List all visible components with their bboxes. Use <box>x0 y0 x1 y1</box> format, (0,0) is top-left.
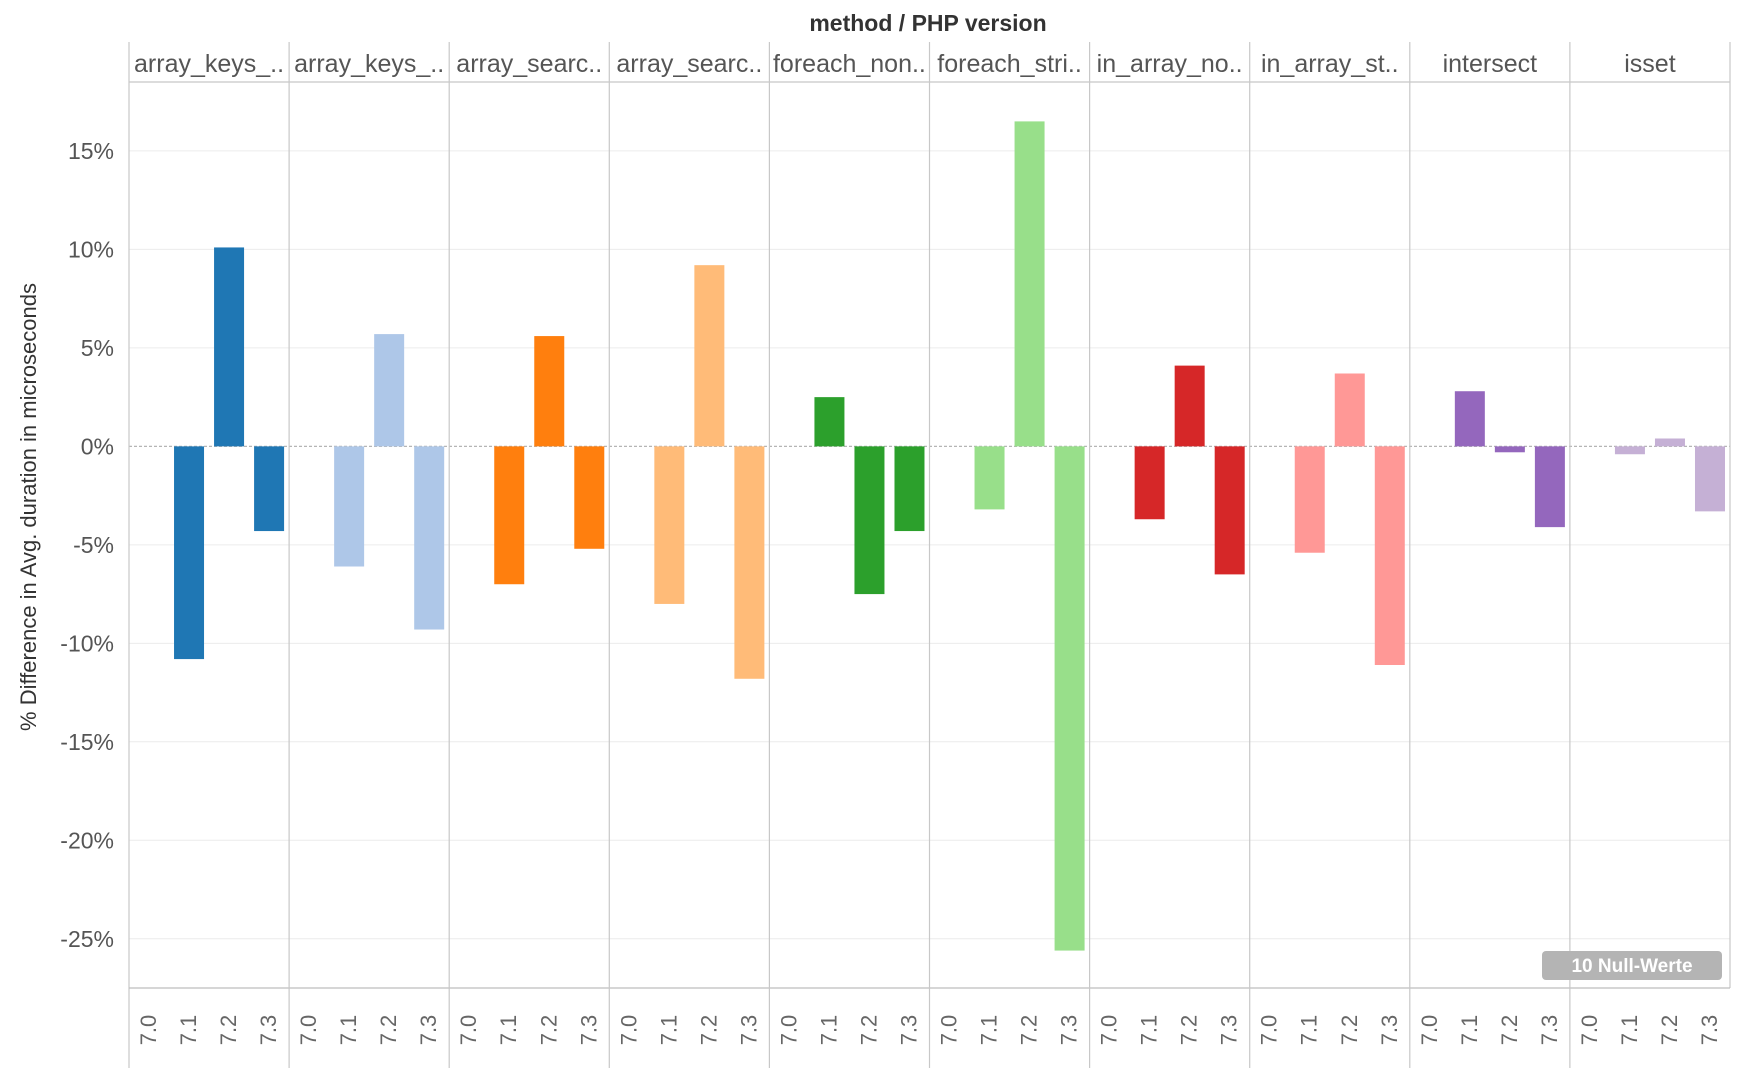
x-tick-label: 7.1 <box>1617 1015 1642 1046</box>
null-values-badge[interactable]: 10 Null-Werte <box>1542 951 1722 980</box>
y-axis-label: % Difference in Avg. duration in microse… <box>16 283 41 731</box>
x-tick-label: 7.1 <box>1457 1015 1482 1046</box>
bar <box>854 446 885 595</box>
x-tick-label: 7.2 <box>1017 1015 1042 1046</box>
x-tick-label: 7.2 <box>1657 1015 1682 1046</box>
x-tick-label: 7.2 <box>856 1015 881 1046</box>
bar <box>1454 391 1485 447</box>
y-tick-label: 5% <box>81 335 114 361</box>
x-tick-label: 7.2 <box>376 1015 401 1046</box>
x-tick-label: 7.3 <box>1537 1015 1562 1046</box>
x-tick-label: 7.1 <box>496 1015 521 1046</box>
bar <box>1534 446 1565 528</box>
y-tick-label: 10% <box>68 236 114 262</box>
bar <box>1294 446 1325 553</box>
bar <box>1214 446 1245 575</box>
x-tick-label: 7.1 <box>977 1015 1002 1046</box>
y-tick-label: 0% <box>81 433 114 459</box>
x-tick-label: 7.2 <box>536 1015 561 1046</box>
y-tick-label: 15% <box>68 138 114 164</box>
x-tick-label: 7.3 <box>896 1015 921 1046</box>
bar <box>1134 446 1165 520</box>
null-values-badge-label: 10 Null-Werte <box>1571 956 1692 977</box>
x-tick-label: 7.0 <box>1257 1015 1282 1046</box>
facet-label: intersect <box>1443 50 1538 78</box>
y-tick-label: -25% <box>60 926 114 952</box>
x-tick-label: 7.1 <box>656 1015 681 1046</box>
x-tick-label: 7.3 <box>1697 1015 1722 1046</box>
bar <box>734 446 765 679</box>
bar <box>654 446 685 604</box>
facet-label: array_searc.. <box>456 50 602 78</box>
x-tick-label: 7.1 <box>1137 1015 1162 1046</box>
x-tick-label: 7.0 <box>456 1015 481 1046</box>
bar <box>974 446 1005 510</box>
x-tick-label: 7.3 <box>576 1015 601 1046</box>
bar <box>1174 365 1205 447</box>
chart-title: method / PHP version <box>809 10 1046 36</box>
facet-label: array_keys_.. <box>134 50 284 78</box>
x-tick-label: 7.2 <box>696 1015 721 1046</box>
facet-label: array_searc.. <box>616 50 762 78</box>
bar <box>894 446 925 532</box>
bar <box>494 446 525 585</box>
x-tick-label: 7.2 <box>1497 1015 1522 1046</box>
bar <box>1614 446 1645 455</box>
bar <box>414 446 445 630</box>
bar <box>574 446 605 549</box>
bar <box>374 334 405 447</box>
facet-label: isset <box>1624 50 1675 78</box>
y-tick-label: -5% <box>73 532 114 558</box>
bar <box>174 446 205 660</box>
x-tick-label: 7.3 <box>416 1015 441 1046</box>
x-tick-label: 7.0 <box>937 1015 962 1046</box>
x-tick-label: 7.3 <box>1057 1015 1082 1046</box>
x-tick-label: 7.0 <box>136 1015 161 1046</box>
bar <box>534 336 565 447</box>
bar <box>214 247 245 447</box>
x-tick-label: 7.3 <box>736 1015 761 1046</box>
bar <box>1494 446 1525 453</box>
bar <box>694 265 725 447</box>
facet-label: foreach_non.. <box>773 50 926 78</box>
x-tick-label: 7.0 <box>1577 1015 1602 1046</box>
bar <box>1334 373 1365 447</box>
x-tick-label: 7.0 <box>1097 1015 1122 1046</box>
facet-label: in_array_no.. <box>1097 50 1243 78</box>
bar <box>1374 446 1405 665</box>
y-tick-label: -20% <box>60 827 114 853</box>
bar <box>1694 446 1725 512</box>
x-tick-label: 7.1 <box>176 1015 201 1046</box>
x-tick-label: 7.2 <box>1177 1015 1202 1046</box>
x-tick-label: 7.3 <box>1377 1015 1402 1046</box>
x-tick-label: 7.3 <box>1217 1015 1242 1046</box>
facet-label: in_array_st.. <box>1261 50 1399 78</box>
bar <box>254 446 285 532</box>
y-tick-label: -10% <box>60 630 114 656</box>
x-tick-label: 7.1 <box>816 1015 841 1046</box>
x-tick-label: 7.0 <box>776 1015 801 1046</box>
x-tick-label: 7.3 <box>256 1015 281 1046</box>
y-tick-label: -15% <box>60 729 114 755</box>
x-tick-label: 7.0 <box>616 1015 641 1046</box>
bar <box>1654 438 1685 447</box>
bar <box>334 446 365 567</box>
facet-label: foreach_stri.. <box>937 50 1082 78</box>
x-tick-label: 7.1 <box>336 1015 361 1046</box>
x-tick-label: 7.0 <box>296 1015 321 1046</box>
axes: 15% 10% 5% 0% -5% -10% -15% -20% -25% array_keys_… <box>60 42 1731 1068</box>
null-values-badge-bg <box>1542 951 1722 980</box>
bar <box>814 397 845 447</box>
x-tick-label: 7.2 <box>1337 1015 1362 1046</box>
bar <box>1014 121 1045 447</box>
x-tick-label: 7.1 <box>1297 1015 1322 1046</box>
bars <box>174 121 1725 951</box>
x-tick-label: 7.0 <box>1417 1015 1442 1046</box>
facet-label: array_keys_.. <box>294 50 444 78</box>
x-tick-label: 7.2 <box>216 1015 241 1046</box>
bar <box>1054 446 1085 951</box>
